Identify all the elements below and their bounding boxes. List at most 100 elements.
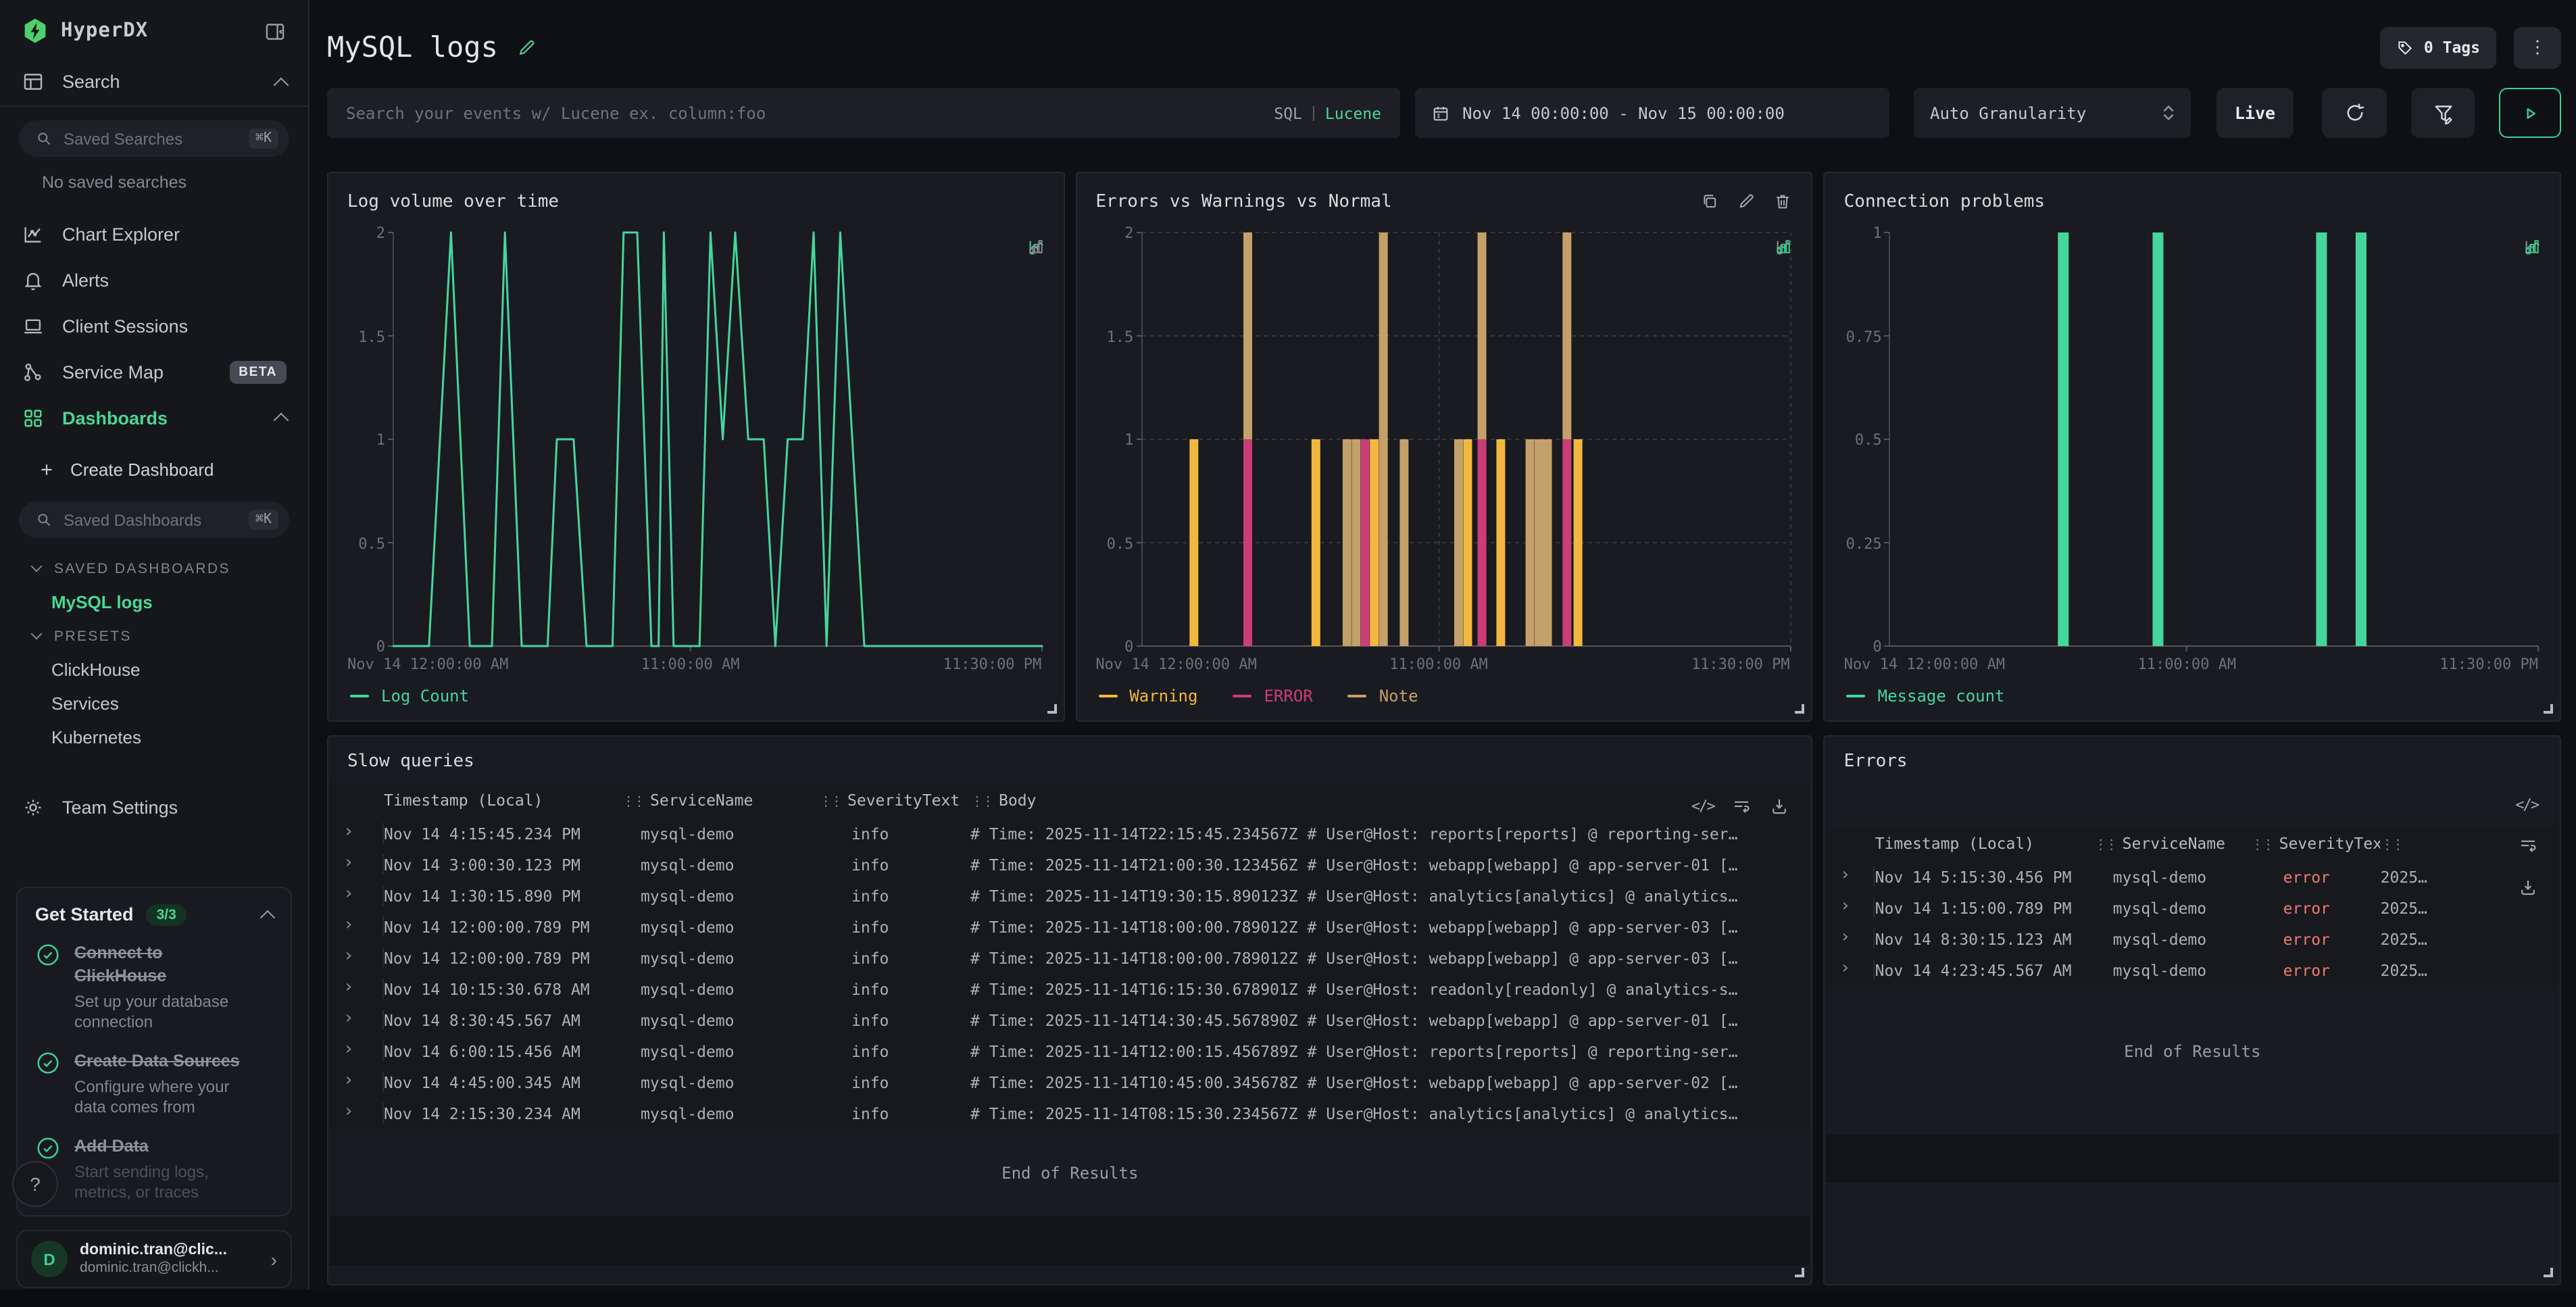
sidebar-item-kubernetes[interactable]: Kubernetes (0, 720, 308, 754)
sidebar-item-service-map[interactable]: Service Map BETA (0, 349, 308, 395)
drag-handle-icon[interactable]: ⋮⋮ (622, 795, 643, 810)
expand-row-icon[interactable]: › (1840, 929, 1875, 949)
expand-row-icon[interactable]: › (343, 1041, 384, 1061)
legend-item[interactable]: Log Count (350, 687, 469, 706)
plot-area[interactable]: 00.511.52Nov 14 12:00:00 AM11:00:00 AM11… (1141, 232, 1789, 646)
run-query-button[interactable] (2499, 88, 2561, 138)
sidebar-item-clickhouse[interactable]: ClickHouse (0, 653, 308, 687)
resize-handle[interactable] (2544, 704, 2553, 714)
bottom-scroll-strip[interactable] (0, 1289, 2576, 1307)
legend-item[interactable]: Message count (1847, 687, 2005, 706)
delete-icon[interactable] (1774, 192, 1793, 211)
legend-item[interactable]: Warning (1098, 687, 1197, 706)
column-header[interactable]: ⋮⋮SeverityText (2251, 834, 2381, 853)
expand-row-icon[interactable]: › (343, 1103, 384, 1123)
sidebar-item-alerts[interactable]: Alerts (0, 257, 308, 303)
sidebar-item-chart-explorer[interactable]: Chart Explorer (0, 211, 308, 257)
plot-area[interactable]: 00.250.50.751Nov 14 12:00:00 AM11:00:00 … (1890, 232, 2538, 646)
resize-handle[interactable] (1795, 704, 1805, 714)
create-dashboard-button[interactable]: Create Dashboard (0, 449, 308, 489)
granularity-select[interactable]: Auto Granularity (1914, 88, 2191, 138)
drag-handle-icon[interactable]: ⋮⋮ (819, 795, 841, 810)
filter-button[interactable] (2411, 88, 2475, 138)
edit-title-icon[interactable] (517, 37, 537, 57)
saved-searches-input[interactable]: ⌘K (19, 120, 289, 157)
expand-row-icon[interactable]: › (1840, 897, 1875, 918)
expand-row-icon[interactable]: › (343, 979, 384, 999)
saved-dashboards-section[interactable]: SAVED DASHBOARDS (0, 551, 308, 585)
edit-icon[interactable] (1737, 192, 1756, 211)
expand-row-icon[interactable]: › (343, 885, 384, 906)
table-row[interactable]: ›Nov 14 8:30:45.567 AMmysql-demoinfo# Ti… (330, 1004, 1810, 1035)
download-icon[interactable] (2518, 877, 2538, 897)
table-row[interactable]: ›Nov 14 6:00:15.456 AMmysql-demoinfo# Ti… (330, 1035, 1810, 1066)
column-header[interactable]: Timestamp (Local) (384, 791, 622, 810)
table-row[interactable]: ›Nov 14 10:15:30.678 AMmysql-demoinfo# T… (330, 973, 1810, 1004)
column-header[interactable]: ⋮⋮ServiceName (622, 791, 819, 810)
table-row[interactable]: ›Nov 14 12:00:00.789 PMmysql-demoinfo# T… (330, 942, 1810, 973)
code-icon[interactable]: </> (2515, 796, 2538, 814)
user-menu[interactable]: D dominic.tran@clic... dominic.tran@clic… (16, 1230, 292, 1288)
wrap-lines-icon[interactable] (2518, 835, 2538, 856)
expand-row-icon[interactable]: › (343, 823, 384, 843)
sql-toggle[interactable]: SQL (1274, 103, 1302, 122)
column-header[interactable]: Timestamp (Local) (1875, 834, 2094, 853)
drag-handle-icon[interactable]: ⋮⋮ (2251, 838, 2273, 853)
expand-row-icon[interactable]: › (1840, 960, 1875, 980)
column-header[interactable]: ⋮⋮Body (970, 791, 1802, 810)
sidebar-item-client-sessions[interactable]: Client Sessions (0, 303, 308, 349)
table-row[interactable]: ›Nov 14 12:00:00.789 PMmysql-demoinfo# T… (330, 911, 1810, 942)
drag-handle-icon[interactable]: ⋮⋮ (970, 795, 992, 810)
get-started-item[interactable]: Create Data Sources Configure where your… (35, 1050, 273, 1119)
duplicate-icon[interactable] (1701, 192, 1720, 211)
expand-row-icon[interactable]: › (343, 1010, 384, 1030)
expand-row-icon[interactable]: › (343, 1072, 384, 1092)
sidebar-item-team-settings[interactable]: Team Settings (0, 784, 308, 830)
wrap-lines-icon[interactable] (1732, 796, 1752, 816)
download-icon[interactable] (1770, 796, 1790, 816)
column-header[interactable]: ⋮⋮SeverityText (819, 791, 970, 810)
get-started-item[interactable]: Connect to ClickHouse Set up your databa… (35, 942, 273, 1034)
sidebar-item-dashboards[interactable]: Dashboards (0, 395, 308, 441)
table-row[interactable]: ›Nov 14 4:15:45.234 PMmysql-demoinfo# Ti… (330, 818, 1810, 849)
code-icon[interactable]: </> (1691, 797, 1714, 815)
table-row[interactable]: ›Nov 14 3:00:30.123 PMmysql-demoinfo# Ti… (330, 849, 1810, 880)
more-options-button[interactable]: ⋮ (2514, 26, 2561, 68)
legend-item[interactable]: ERROR (1233, 687, 1312, 706)
search-input[interactable] (346, 103, 1274, 122)
expand-row-icon[interactable]: › (343, 916, 384, 937)
expand-row-icon[interactable]: › (343, 947, 384, 968)
expand-row-icon[interactable]: › (1840, 866, 1875, 887)
sidebar-item-mysql-logs[interactable]: MySQL logs (0, 585, 308, 619)
table-row[interactable]: ›Nov 14 1:30:15.890 PMmysql-demoinfo# Ti… (330, 880, 1810, 911)
tags-button[interactable]: 0 Tags (2381, 26, 2496, 68)
live-button[interactable]: Live (2216, 88, 2294, 138)
saved-dashboards-field[interactable] (64, 510, 249, 529)
resize-handle[interactable] (1047, 704, 1056, 714)
table-row[interactable]: ›Nov 14 5:15:30.456 PMmysql-demoerror202… (1827, 861, 2558, 892)
legend-item[interactable]: Note (1348, 687, 1418, 706)
table-row[interactable]: ›Nov 14 1:15:00.789 PMmysql-demoerror202… (1827, 892, 2558, 923)
sidebar-item-search[interactable]: Search (0, 58, 308, 107)
table-row[interactable]: ›Nov 14 8:30:15.123 AMmysql-demoerror202… (1827, 923, 2558, 954)
table-row[interactable]: ›Nov 14 4:45:00.345 AMmysql-demoinfo# Ti… (330, 1066, 1810, 1098)
help-button[interactable]: ? (12, 1161, 58, 1207)
saved-dashboards-input[interactable]: ⌘K (19, 501, 289, 538)
expand-row-icon[interactable]: › (343, 854, 384, 874)
saved-searches-field[interactable] (64, 129, 249, 148)
table-row[interactable]: ›Nov 14 2:15:30.234 AMmysql-demoinfo# Ti… (330, 1098, 1810, 1129)
column-header[interactable]: ⋮⋮ServiceName (2094, 834, 2251, 853)
presets-section[interactable]: PRESETS (0, 619, 308, 653)
lucene-toggle[interactable]: Lucene (1325, 103, 1381, 122)
resize-handle[interactable] (2544, 1268, 2553, 1277)
sidebar-item-services[interactable]: Services (0, 687, 308, 720)
table-row[interactable]: ›Nov 14 4:23:45.567 AMmysql-demoerror202… (1827, 954, 2558, 985)
get-started-item[interactable]: Add Data Start sending logs, metrics, or… (35, 1135, 273, 1204)
refresh-button[interactable] (2322, 88, 2387, 138)
drag-handle-icon[interactable]: ⋮⋮ (2094, 838, 2116, 853)
plot-area[interactable]: 00.511.52Nov 14 12:00:00 AM11:00:00 AM11… (393, 232, 1041, 646)
drag-handle-icon[interactable]: ⋮⋮ (2381, 838, 2402, 853)
sidebar-collapse-icon[interactable] (264, 20, 287, 43)
resize-handle[interactable] (1795, 1268, 1805, 1277)
date-range-picker[interactable]: Nov 14 00:00:00 - Nov 15 00:00:00 (1415, 88, 1889, 138)
